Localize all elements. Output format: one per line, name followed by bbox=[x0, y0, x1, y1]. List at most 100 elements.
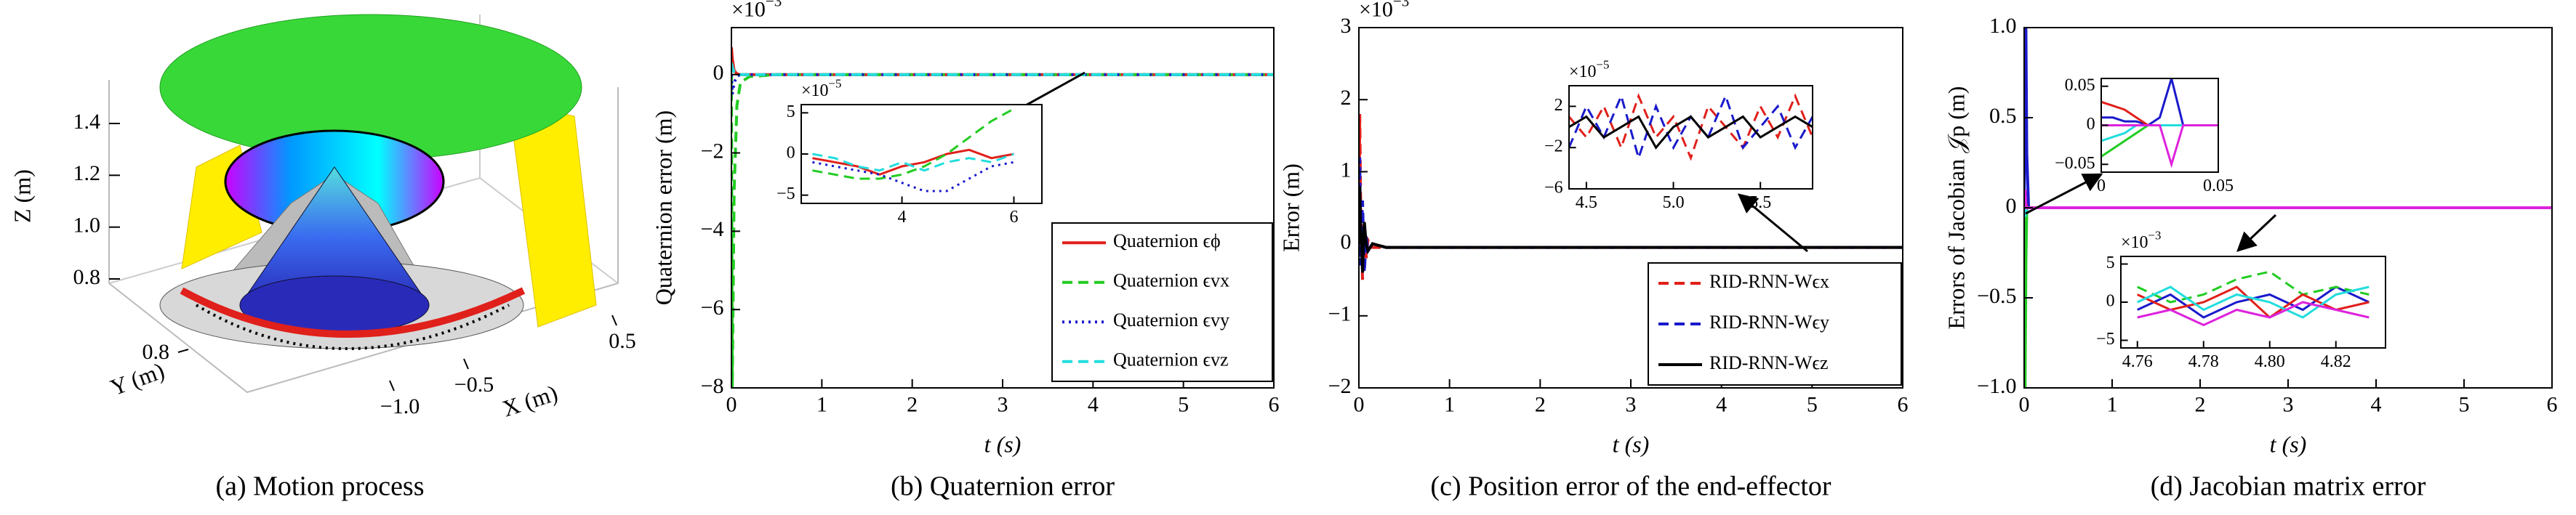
y-tick-label: 3 bbox=[1341, 14, 1352, 38]
x-tick-label: 5 bbox=[2459, 392, 2470, 416]
y-axis-label: Y (m) bbox=[107, 357, 168, 401]
x-tick bbox=[611, 315, 617, 326]
y-tick-label: 0 bbox=[2087, 115, 2095, 134]
multiplier-exponent: −3 bbox=[766, 0, 782, 9]
y-tick-label: 2 bbox=[1341, 86, 1352, 110]
y-tick-label: −4 bbox=[701, 217, 724, 241]
x-tick-label: 4.82 bbox=[2321, 352, 2351, 371]
x-tick bbox=[389, 380, 395, 392]
x-tick-label: 1 bbox=[816, 392, 827, 416]
x-tick-label: 6 bbox=[1010, 208, 1019, 227]
y-tick-label: −1 bbox=[1328, 302, 1352, 326]
x-tick-label: 3 bbox=[2283, 392, 2294, 416]
zoom-arrow bbox=[2236, 214, 2277, 252]
legend-label: Quaternion ϵvy bbox=[1113, 309, 1229, 331]
x-tick-label: 6 bbox=[2547, 392, 2558, 416]
y-axis-label: Error (m) bbox=[1277, 163, 1304, 252]
plot-area bbox=[801, 105, 1042, 203]
x-tick bbox=[463, 358, 469, 370]
x-tick-label: 6 bbox=[1898, 392, 1909, 416]
axis-multiplier: ×10−5 bbox=[1569, 57, 1609, 81]
x-tick-label: 3 bbox=[1626, 392, 1637, 416]
zoom-arrow bbox=[2025, 173, 2103, 215]
x-tick-label: 0 bbox=[726, 392, 737, 416]
series-line bbox=[1359, 186, 1903, 273]
legend-label: RID-RNN-Wϵx bbox=[1709, 271, 1829, 292]
x-tick-label: 5 bbox=[1178, 392, 1189, 416]
series-line bbox=[2137, 285, 2370, 319]
y-tick-label: −0.5 bbox=[1977, 284, 2016, 308]
series-line bbox=[812, 153, 1015, 172]
x-tick-label: 4 bbox=[2371, 392, 2382, 416]
plot-area bbox=[1569, 86, 1813, 189]
x-tick-label: 1 bbox=[2107, 392, 2118, 416]
y-tick-label: 0 bbox=[1341, 230, 1352, 254]
x-tick-label: 4.80 bbox=[2255, 352, 2285, 371]
x-tick-label: 4.76 bbox=[2122, 352, 2153, 371]
y-tick-label: 0.8 bbox=[143, 340, 170, 364]
series-line bbox=[812, 161, 1014, 192]
y-tick-label: 1.0 bbox=[1989, 14, 2017, 38]
series-line bbox=[812, 148, 1014, 176]
y-tick-label: −6 bbox=[1544, 179, 1563, 198]
multiplier-base: ×10 bbox=[2121, 233, 2148, 252]
x-axis-label: t (s) bbox=[2270, 431, 2307, 457]
y-tick-label: −2 bbox=[1544, 137, 1563, 156]
legend-box bbox=[1051, 222, 1273, 382]
x-axis-label: t (s) bbox=[984, 431, 1022, 457]
series-line bbox=[1569, 92, 1813, 161]
y-tick-label: −2 bbox=[1328, 374, 1352, 398]
y-tick-label: 0 bbox=[713, 61, 724, 85]
series-line bbox=[2137, 270, 2370, 304]
y-tick-label: 0.05 bbox=[2065, 76, 2095, 94]
series-line bbox=[812, 108, 1015, 180]
axis-multiplier: ×10−5 bbox=[801, 76, 841, 100]
y-tick-label: 0 bbox=[2106, 292, 2115, 311]
axes-frame bbox=[1568, 85, 1813, 190]
z-axis-label: Z (m) bbox=[9, 169, 35, 223]
zoom-arrow bbox=[1737, 193, 1808, 253]
axis-multiplier: ×10−3 bbox=[2121, 228, 2161, 251]
y-tick-label: −8 bbox=[701, 374, 724, 398]
y-tick-label: −5 bbox=[2096, 330, 2115, 349]
y-tick-label: 0 bbox=[2006, 194, 2017, 218]
x-tick-label: 4.5 bbox=[1576, 193, 1597, 212]
x-tick-label: 4 bbox=[1716, 392, 1727, 416]
x-tick-label: 4 bbox=[898, 208, 907, 227]
x-tick-label: 5 bbox=[1807, 392, 1818, 416]
motion-render bbox=[108, 14, 619, 394]
multiplier-base: ×10 bbox=[1359, 0, 1393, 21]
y-tick bbox=[177, 349, 189, 353]
multiplier-base: ×10 bbox=[801, 81, 829, 100]
x-tick-label: 6 bbox=[1269, 392, 1280, 416]
multiplier-exponent: −5 bbox=[829, 76, 842, 90]
y-tick-label: −0.05 bbox=[2055, 154, 2095, 173]
multiplier-exponent: −3 bbox=[1393, 0, 1409, 9]
x-tick-label: 1 bbox=[1444, 392, 1455, 416]
y-tick-label: 0 bbox=[787, 144, 795, 163]
x-tick-label: 2 bbox=[1535, 392, 1546, 416]
axis-multiplier: ×10−3 bbox=[1359, 0, 1409, 21]
multiplier-exponent: −5 bbox=[1597, 57, 1610, 71]
caption: (c) Position error of the end-effector bbox=[1430, 471, 1831, 502]
x-tick-label: −1.0 bbox=[380, 394, 420, 418]
x-tick-label: 3 bbox=[998, 392, 1008, 416]
z-tick-label: 1.2 bbox=[73, 161, 101, 185]
x-tick-label: 0.5 bbox=[609, 329, 636, 353]
z-tick-label: 0.8 bbox=[73, 265, 101, 289]
y-tick-label: −6 bbox=[701, 296, 724, 320]
y-axis-label: Quaternion error (m) bbox=[650, 110, 676, 305]
z-tick-label: 1.0 bbox=[73, 214, 101, 238]
x-tick-label: −0.5 bbox=[454, 373, 494, 397]
y-tick-label: −5 bbox=[777, 184, 795, 203]
y-tick-label: 1 bbox=[1341, 158, 1352, 182]
series-line bbox=[2137, 285, 2370, 319]
z-tick-label: 1.4 bbox=[73, 110, 101, 134]
x-tick-label: 0 bbox=[2019, 392, 2030, 416]
legend-label: RID-RNN-Wϵy bbox=[1709, 312, 1829, 333]
legend-label: Quaternion ϵϕ bbox=[1113, 230, 1221, 251]
x-tick-label: 5.5 bbox=[1749, 193, 1771, 212]
caption: (a) Motion process bbox=[215, 471, 424, 502]
y-tick-label: 0.5 bbox=[1989, 104, 2017, 128]
